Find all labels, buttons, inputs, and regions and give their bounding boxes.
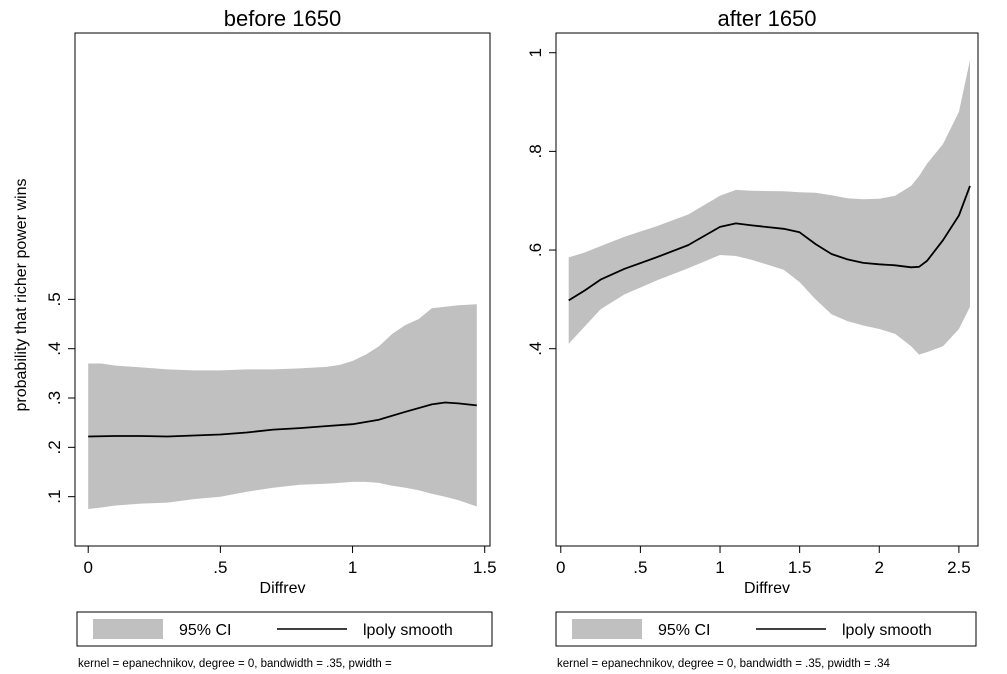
panel1-x-tick-label: 1 (348, 558, 357, 577)
panel1-x-axis-label: Diffrev (260, 580, 306, 597)
panel2-y-tick-label: .4 (526, 342, 545, 356)
panel1-x-tick-label: 1.5 (473, 558, 497, 577)
shared-y-axis-label: probability that richer power wins (13, 179, 30, 412)
panel2-ci-band (568, 60, 970, 355)
panel1-x-tick-label: .5 (213, 558, 227, 577)
panel1-legend-ci-swatch (93, 619, 163, 639)
panel2-x-tick-label: 0 (556, 558, 565, 577)
panel2-legend-ci-swatch (572, 619, 642, 639)
panel2-note: kernel = epanechnikov, degree = 0, bandw… (557, 658, 890, 670)
panel1-y-tick-label: .2 (45, 440, 64, 454)
panel1-x-tick-label: 0 (83, 558, 92, 577)
panel1-note: kernel = epanechnikov, degree = 0, bandw… (78, 658, 392, 670)
panel2-lpoly-line (568, 185, 971, 302)
panel1-ci-band (88, 304, 477, 509)
panel2-y-tick-label: .8 (526, 144, 545, 158)
panel2-y-tick-label: .6 (526, 243, 545, 257)
panel1-legend: 95% CI lpoly smooth (76, 611, 493, 647)
panel2-x-tick-label: 2.5 (947, 558, 971, 577)
panel1-y-tick-label: .1 (45, 490, 64, 504)
panel1-y-tick-label: .4 (45, 342, 64, 356)
panel2-y-tick-label: 1 (526, 48, 545, 57)
panel2-legend-line-label: lpoly smooth (842, 622, 932, 639)
panel2-x-axis-label: Diffrev (744, 580, 790, 597)
panel1-title: before 1650 (224, 6, 341, 31)
panel1-lpoly-line (88, 401, 477, 438)
panel2-x-tick-label: 1 (715, 558, 724, 577)
panel2-x-tick-label: 1.5 (788, 558, 812, 577)
panel1-legend-ci-label: 95% CI (179, 622, 231, 639)
panel1-legend-line-label: lpoly smooth (363, 622, 453, 639)
panel1-y-tick-label: .3 (45, 391, 64, 405)
panel2-plot-frame (555, 32, 979, 547)
panel2-x-tick-label: .5 (633, 558, 647, 577)
panel2-legend: 95% CI lpoly smooth (555, 611, 977, 647)
panel2-legend-ci-label: 95% CI (658, 622, 710, 639)
panel2-x-tick-label: 2 (875, 558, 884, 577)
panel2: after 1650 0 .5 1 1.5 2 2.5 .4 .6 .8 1 Diffrev 95% C… (526, 6, 979, 670)
panel1-y-tick-label: .5 (45, 292, 64, 306)
panel1: before 1650 0 .5 1 1.5 .1 .2 .3 .4 .5 Diffrev 95% C… (45, 6, 497, 670)
panel2-title: after 1650 (717, 6, 816, 31)
panel1-plot-frame (74, 32, 491, 547)
